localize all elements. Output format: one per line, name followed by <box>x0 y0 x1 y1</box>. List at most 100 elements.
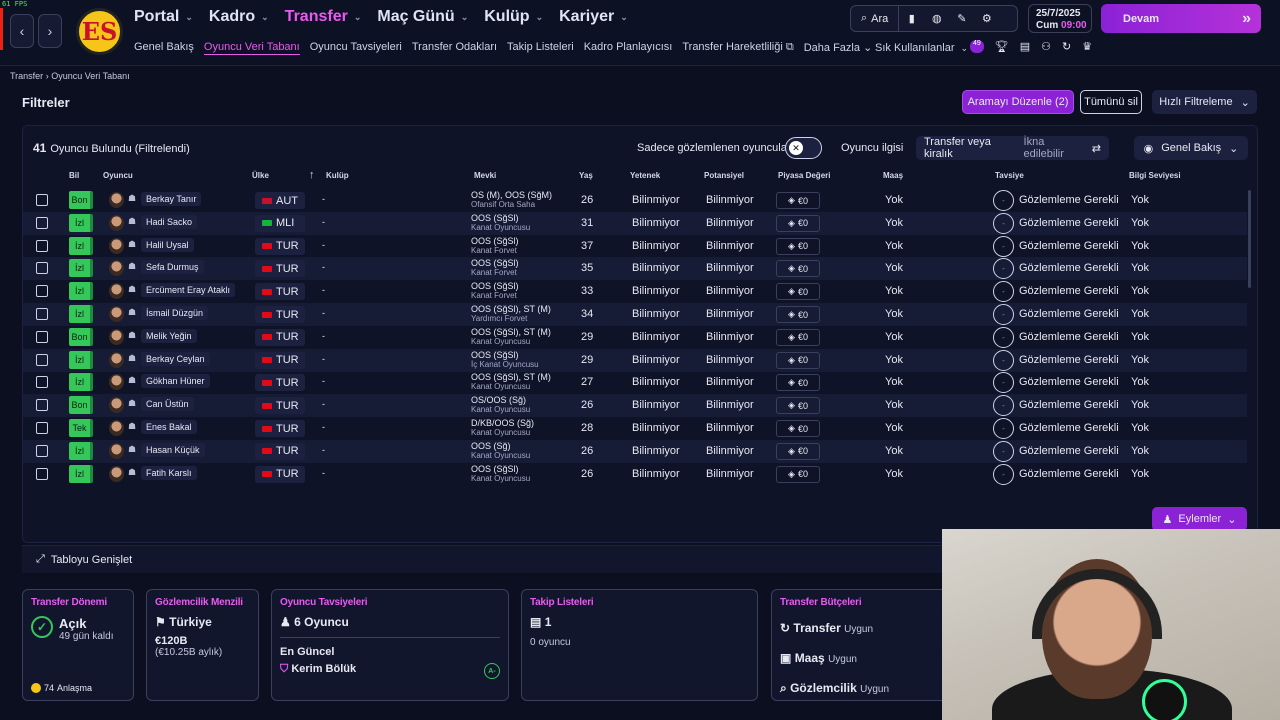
continue-button[interactable]: Devam » <box>1101 4 1261 33</box>
col-bil[interactable]: Bil <box>69 171 80 180</box>
table-row[interactable]: İzl ☗ Hadi Sacko MLI - OOS (SğSl) Kanat Oyuncu… <box>23 211 1247 235</box>
quick-filter-button[interactable]: Hızlı Filtreleme ⌄ <box>1152 90 1257 114</box>
player-recommendations-card[interactable]: Oyuncu Tavsiyeleri ♟ 6 Oyuncu En Güncel … <box>271 589 509 701</box>
col-potansiyel[interactable]: Potansiyel <box>704 171 745 180</box>
player-name[interactable]: Hasan Küçük <box>141 442 205 457</box>
award-icon[interactable]: ♛ <box>1082 41 1093 53</box>
sort-up-icon[interactable]: ↑ <box>309 169 315 181</box>
breadcrumb-root[interactable]: Transfer <box>10 71 44 81</box>
trophy-cup-icon[interactable]: 🏆︎ <box>994 41 1009 53</box>
col-oyuncu[interactable]: Oyuncu <box>103 171 133 180</box>
only-scouted-toggle[interactable]: ✕ <box>785 137 822 159</box>
player-name[interactable]: İsmail Düzgün <box>141 306 209 320</box>
row-checkbox[interactable] <box>36 285 48 298</box>
player-name[interactable]: Sefa Durmuş <box>141 260 204 275</box>
subnav-item[interactable]: Transfer Odakları <box>412 41 497 55</box>
row-checkbox[interactable] <box>36 444 48 457</box>
col-yetenek[interactable]: Yetenek <box>630 171 661 180</box>
subnav-item[interactable]: Kadro Planlayıcısı <box>584 41 673 55</box>
col-tavsiye[interactable]: Tavsiye <box>995 171 1024 180</box>
table-row[interactable]: Bon ☗ Melik Yeğin TUR - OOS (SğSl), ST (M) Kan… <box>23 326 1247 349</box>
player-name[interactable]: Hadi Sacko <box>141 214 198 229</box>
nav-magn[interactable]: Maç Günü ⌄ <box>377 8 468 26</box>
subnav-item[interactable]: Oyuncu Tavsiyeleri <box>310 41 402 55</box>
col-kulup[interactable]: Kulüp <box>326 171 349 180</box>
col-maas[interactable]: Maaş <box>883 171 904 180</box>
table-row[interactable]: İzl ☗ Gökhan Hüner TUR - OOS (SğSl), ST (M) Ka… <box>23 371 1247 394</box>
club-logo[interactable]: ES <box>76 8 123 55</box>
pen-icon[interactable]: ✎ <box>957 13 967 25</box>
subnav-item[interactable]: Takip Listeleri <box>507 41 574 55</box>
scouting-range-card[interactable]: Gözlemcilik Menzili ⚑ Türkiye €120B (€10… <box>146 589 259 701</box>
table-row[interactable]: Tek ☗ Enes Bakal TUR - D/KB/OOS (Sğ) Kanat Oyu… <box>23 417 1247 440</box>
table-scrollbar[interactable] <box>1248 190 1251 288</box>
player-name[interactable]: Enes Bakal <box>141 420 197 434</box>
table-row[interactable]: İzl ☗ Ercüment Eray Ataklı TUR - OOS (SğSl) Ka… <box>23 280 1247 303</box>
actions-button[interactable]: ♟ Eylemler ⌄ <box>1152 507 1247 531</box>
player-name[interactable]: Fatih Karslı <box>141 465 197 480</box>
recent-player-row[interactable]: ⛉ Kerim Bölük A- <box>280 663 500 679</box>
table-row[interactable]: İzl ☗ Sefa Durmuş TUR - OOS (SğSl) Kanat Forve… <box>23 257 1247 281</box>
table-row[interactable]: İzl ☗ Fatih Karslı TUR - OOS (SğSl) Kanat Oyun… <box>23 463 1247 486</box>
interest-filter[interactable]: Transfer veya kiralık İkna edilebilir ⇄ <box>916 136 1109 160</box>
nav-kulp[interactable]: Kulüp ⌄ <box>484 8 543 26</box>
transfer-budgets-card[interactable]: Transfer Bütçeleri ↻ Transfer Uygun ▣ Ma… <box>771 589 961 701</box>
game-date[interactable]: 25/7/2025 Cum 09:00 <box>1028 4 1092 33</box>
player-name[interactable]: Berkay Tanır <box>141 192 202 206</box>
inbox-icon[interactable]: ▮ <box>908 13 915 25</box>
country-code: MLI <box>276 217 295 230</box>
edit-search-button[interactable]: Aramayı Düzenle (2) <box>962 90 1074 114</box>
nav-transfer[interactable]: Transfer ⌄ <box>285 8 362 26</box>
row-checkbox[interactable] <box>36 422 48 434</box>
gear-icon[interactable]: ⚙ <box>981 13 992 25</box>
col-bilgi[interactable]: Bilgi Seviyesi <box>1129 171 1181 180</box>
table-row[interactable]: Bon ☗ Berkay Tanır AUT - OS (M), OOS (SğM) Ofa… <box>23 189 1247 212</box>
nav-label: Portal <box>134 8 180 25</box>
subnav-item[interactable]: Oyuncu Veri Tabanı <box>203 41 300 55</box>
row-checkbox[interactable] <box>36 308 48 320</box>
table-row[interactable]: İzl ☗ Halil Uysal TUR - OOS (SğSl) Kanat Forve… <box>23 235 1247 258</box>
table-row[interactable]: Bon ☗ Can Üstün TUR - OS/OOS (Sğ) Kanat Oyuncu… <box>23 394 1247 418</box>
subnav-item[interactable]: Transfer Hareketliliği ⧉ <box>682 41 793 55</box>
col-ulke[interactable]: Ülke <box>252 171 269 180</box>
player-name[interactable]: Berkay Ceylan <box>141 351 210 366</box>
player-name[interactable]: Ercüment Eray Ataklı <box>141 283 236 298</box>
col-piyasa[interactable]: Piyasa Değeri <box>778 171 831 180</box>
refresh-icon[interactable]: ↻ <box>1062 41 1072 53</box>
back-button[interactable]: ‹ <box>10 14 34 48</box>
subnav-item[interactable]: Daha Fazla ⌄ <box>804 41 873 55</box>
col-yas[interactable]: Yaş <box>579 171 593 180</box>
forward-button[interactable]: › <box>38 14 62 48</box>
row-checkbox[interactable] <box>36 353 48 366</box>
clipboard-icon[interactable]: ▤ <box>1019 41 1031 53</box>
player-name[interactable]: Can Üstün <box>141 397 194 412</box>
watchlists-card[interactable]: Takip Listeleri ▤ 1 0 oyuncu <box>521 589 758 701</box>
col-mevki[interactable]: Mevki <box>474 171 497 180</box>
row-checkbox[interactable] <box>36 399 48 412</box>
row-checkbox[interactable] <box>36 194 48 206</box>
notification-badge[interactable]: 49 <box>970 40 984 53</box>
row-checkbox[interactable] <box>36 239 48 252</box>
table-row[interactable]: İzl ☗ Berkay Ceylan TUR - OOS (SğSl) İç Kanat … <box>23 348 1247 372</box>
row-checkbox[interactable] <box>36 216 48 229</box>
player-name[interactable]: Melik Yeğin <box>141 328 197 343</box>
team-icon[interactable]: ⚇ <box>1041 41 1052 53</box>
view-selector[interactable]: ◉ Genel Bakış ⌄ <box>1134 136 1248 160</box>
nav-kariyer[interactable]: Kariyer ⌄ <box>559 8 628 26</box>
subnav-item[interactable]: Genel Bakış <box>134 41 194 55</box>
player-name[interactable]: Gökhan Hüner <box>141 374 210 389</box>
table-row[interactable]: İzl ☗ İsmail Düzgün TUR - OOS (SğSl), ST (M) Y… <box>23 303 1247 326</box>
globe-icon[interactable]: ◍ <box>931 13 942 25</box>
row-checkbox[interactable] <box>36 262 48 275</box>
nav-kadro[interactable]: Kadro ⌄ <box>209 8 269 26</box>
clear-all-button[interactable]: Tümünü sil <box>1080 90 1142 114</box>
player-name[interactable]: Halil Uysal <box>141 237 194 252</box>
search-button[interactable]: ⌕ Ara <box>851 6 900 31</box>
favorites-dropdown[interactable]: Sık Kullanılanlar ⌄ <box>875 42 968 54</box>
row-checkbox[interactable] <box>36 467 48 480</box>
row-checkbox[interactable] <box>36 330 48 343</box>
transfer-window-card[interactable]: Transfer Dönemi ✓ Açık 49 gün kaldı 74 Anl… <box>22 589 134 701</box>
nav-portal[interactable]: Portal ⌄ <box>134 8 193 26</box>
table-row[interactable]: İzl ☗ Hasan Küçük TUR - OOS (Sğ) Kanat Oyuncus… <box>23 439 1247 463</box>
row-checkbox[interactable] <box>36 376 48 389</box>
